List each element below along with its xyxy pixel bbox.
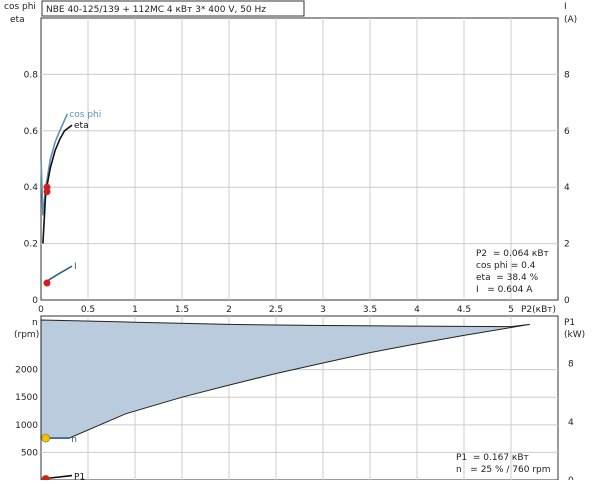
x-tick-label: 5 — [508, 305, 514, 315]
series-label-n: n — [71, 435, 77, 445]
x-tick-label: 2 — [226, 305, 232, 315]
y-right-tick-label: 4 — [564, 183, 570, 193]
y-left-axis-label: n — [32, 318, 38, 328]
y-right-tick-label: 8 — [564, 70, 570, 80]
x-tick-label: 2.5 — [269, 305, 283, 315]
x-tick-label: 3 — [320, 305, 326, 315]
x-tick-label: 1 — [132, 305, 138, 315]
series-label-I: I — [74, 262, 77, 272]
y-right-axis-label: P1 — [564, 318, 575, 328]
y-left-tick-label: 0.8 — [24, 70, 39, 80]
operating-point-marker — [41, 433, 51, 443]
y-left-tick-label: 0.6 — [24, 127, 39, 137]
y-left-tick-label: 1500 — [15, 393, 38, 403]
x-tick-label: 3.5 — [363, 305, 377, 315]
operating-point-marker — [43, 188, 51, 196]
x-axis-label: P2(кВт) — [521, 305, 556, 315]
y-left-tick-label: 500 — [21, 448, 38, 458]
series-label-cos-phi: cos phi — [69, 110, 101, 120]
speed-range-area — [40, 319, 530, 439]
y-right-tick-label: 8 — [568, 360, 574, 370]
y-right-tick-label: 0 — [564, 296, 570, 306]
page-title: NBE 40-125/139 + 112MC 4 кВт 3* 400 V, 5… — [46, 5, 266, 15]
x-tick-label: 4 — [414, 305, 420, 315]
series-line-cos-phi — [40, 113, 69, 216]
y-left-tick-label: 0 — [32, 296, 38, 306]
upper-plot-area — [40, 17, 559, 301]
y-left-axis-label: cos phi — [4, 2, 36, 12]
y-left-tick-label: 2000 — [15, 366, 38, 376]
series-label-eta: eta — [74, 121, 89, 131]
y-left-axis-label: (rpm) — [14, 330, 39, 340]
series-label-P1: P1 — [74, 473, 85, 480]
y-right-axis-label: (kW) — [564, 330, 585, 340]
x-tick-label: 4.5 — [457, 305, 471, 315]
header-box — [41, 0, 305, 17]
y-left-tick-label: 1000 — [15, 421, 38, 431]
y-right-tick-label: 4 — [568, 418, 574, 428]
series-line-P1 — [45, 474, 73, 480]
y-right-tick-label: 6 — [564, 127, 570, 137]
operating-point-marker — [43, 279, 51, 287]
info-box-bottom: P1 = 0.167 кВт n = 25 % / 760 rpm — [456, 453, 551, 475]
y-left-axis-label: eta — [10, 15, 25, 25]
y-right-axis-label: (A) — [564, 15, 577, 25]
info-box-top: P2 = 0.064 кВт cos phi = 0.4 eta = 38.4 … — [476, 249, 549, 295]
y-right-axis-label: I — [564, 2, 567, 12]
y-left-tick-label: 0.2 — [24, 240, 38, 250]
x-tick-label: 0.5 — [81, 305, 95, 315]
y-left-tick-label: 0.4 — [24, 183, 39, 193]
x-tick-label: 0 — [38, 305, 44, 315]
y-right-tick-label: 2 — [564, 240, 570, 250]
y-right-tick-label: 0 — [568, 476, 574, 480]
x-tick-label: 1.5 — [175, 305, 189, 315]
